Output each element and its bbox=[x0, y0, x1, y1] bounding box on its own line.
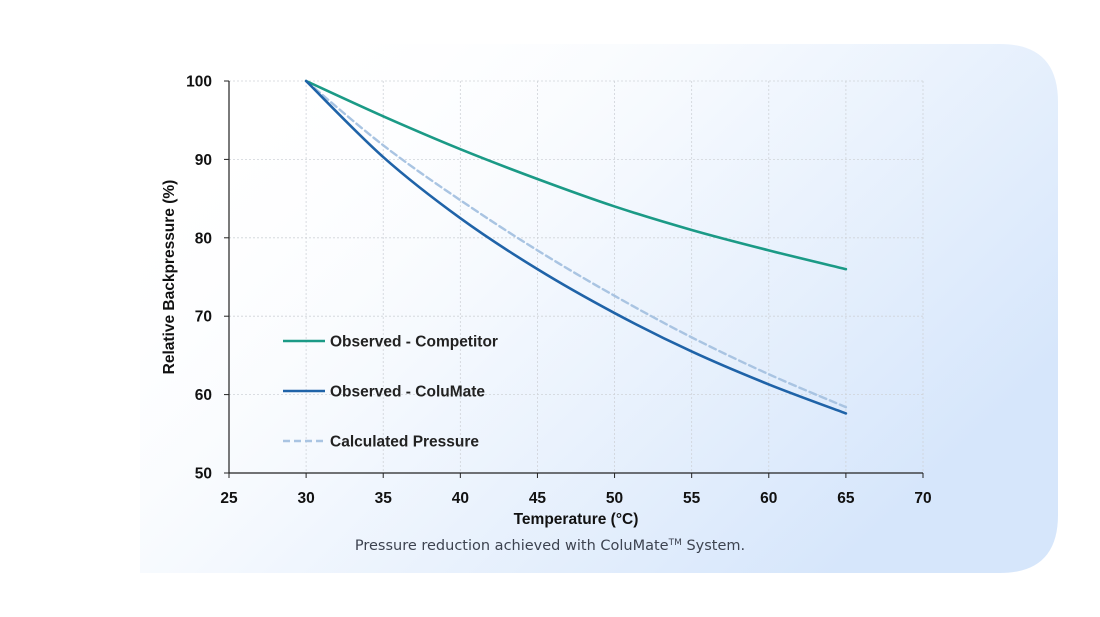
caption-trademark: TM bbox=[668, 538, 682, 548]
caption-suffix: System. bbox=[681, 538, 746, 554]
x-tick-label-45: 45 bbox=[529, 490, 547, 507]
x-tick-label-60: 60 bbox=[760, 490, 777, 507]
grid-layer bbox=[229, 80, 924, 473]
series-line-calculated-pressure bbox=[304, 79, 848, 409]
y-tick-label-100: 100 bbox=[186, 74, 212, 91]
y-tick-label-60: 60 bbox=[195, 387, 212, 404]
legend-label-observed-columate: Observed - ColuMate bbox=[330, 384, 485, 401]
x-tick-label-65: 65 bbox=[837, 490, 855, 507]
x-tick-label-25: 25 bbox=[220, 490, 238, 507]
series-layer bbox=[304, 79, 848, 415]
x-tick-label-40: 40 bbox=[452, 490, 469, 507]
legend: Observed - Competitor Observed - ColuMate… bbox=[283, 334, 498, 451]
x-axis-label: Temperature (°C) bbox=[514, 511, 639, 528]
x-tick-label-35: 35 bbox=[375, 490, 393, 507]
x-tick-label-30: 30 bbox=[297, 490, 314, 507]
series-line-observed-competitor bbox=[304, 79, 848, 271]
legend-label-observed-competitor: Observed - Competitor bbox=[330, 334, 498, 351]
x-tick-label-50: 50 bbox=[606, 490, 623, 507]
caption-prefix: Pressure reduction achieved with ColuMat… bbox=[354, 538, 669, 554]
x-tick-label-55: 55 bbox=[683, 490, 701, 507]
y-tick-label-80: 80 bbox=[195, 230, 212, 247]
legend-label-calculated-pressure: Calculated Pressure bbox=[330, 434, 479, 451]
y-tick-label-70: 70 bbox=[195, 309, 212, 326]
y-tick-label-90: 90 bbox=[195, 152, 212, 169]
series-line-observed-columate bbox=[304, 79, 848, 415]
figure-caption: Pressure reduction achieved with ColuMat… bbox=[0, 538, 1100, 554]
y-axis-label: Relative Backpressure (%) bbox=[161, 180, 178, 375]
card-shape bbox=[140, 44, 1058, 573]
axes-layer bbox=[224, 80, 924, 478]
x-tick-label-70: 70 bbox=[914, 490, 931, 507]
tick-labels: 25 30 35 40 45 50 55 60 65 70 50 60 70 80 90 100 bbox=[186, 74, 932, 508]
y-tick-label-50: 50 bbox=[195, 466, 212, 483]
